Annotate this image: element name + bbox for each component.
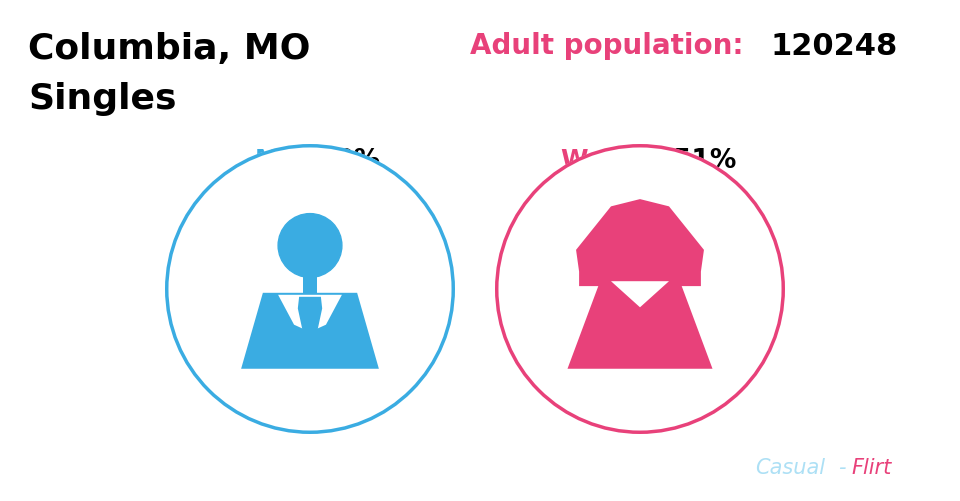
Circle shape bbox=[165, 145, 455, 434]
Circle shape bbox=[495, 145, 785, 434]
Polygon shape bbox=[611, 282, 669, 308]
Polygon shape bbox=[576, 200, 704, 287]
Text: Women:: Women: bbox=[560, 148, 675, 172]
Text: -: - bbox=[838, 457, 846, 477]
Polygon shape bbox=[278, 295, 342, 332]
Text: 51%: 51% bbox=[673, 148, 736, 174]
Text: Adult population:: Adult population: bbox=[470, 32, 743, 60]
Text: 48%: 48% bbox=[318, 148, 381, 174]
Polygon shape bbox=[298, 297, 323, 366]
Text: Singles: Singles bbox=[28, 82, 177, 116]
Text: Men:: Men: bbox=[255, 148, 324, 172]
FancyBboxPatch shape bbox=[634, 267, 646, 282]
Text: Casual: Casual bbox=[755, 457, 825, 477]
Text: Columbia, MO: Columbia, MO bbox=[28, 32, 310, 66]
Circle shape bbox=[278, 214, 342, 278]
Text: Flirt: Flirt bbox=[851, 457, 891, 477]
Polygon shape bbox=[241, 293, 379, 369]
FancyBboxPatch shape bbox=[302, 276, 317, 293]
Polygon shape bbox=[567, 282, 712, 369]
Text: 120248: 120248 bbox=[770, 32, 898, 61]
Circle shape bbox=[613, 217, 666, 269]
